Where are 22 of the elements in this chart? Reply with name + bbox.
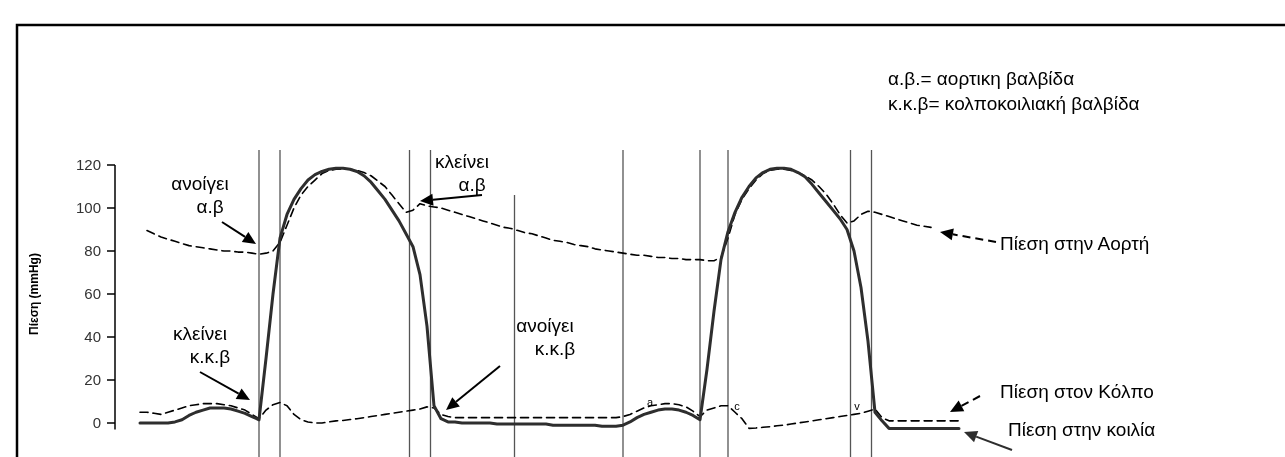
legend-label: Πίεση στην κοιλία — [1008, 419, 1156, 440]
line-series — [146, 168, 932, 262]
y-axis-title: Πίεση (mmHg) — [27, 253, 41, 335]
annotation: κλείνει κ.κ.β — [173, 323, 231, 367]
line-series — [138, 166, 961, 430]
annotation: ανοίγει α.β — [171, 173, 229, 217]
y-tick-label: 60 — [84, 285, 101, 303]
y-tick-label: 40 — [84, 328, 101, 346]
annotation: v — [854, 400, 861, 412]
y-tick-label: 0 — [92, 414, 101, 432]
annotation: κλείνει α.β — [435, 151, 489, 195]
y-tick-label: 80 — [84, 242, 101, 260]
y-tick-label: 120 — [75, 156, 101, 174]
line-series — [139, 401, 960, 430]
annotation: ανοίγει κ.κ.β — [516, 315, 576, 359]
legend-label: Πίεση στην Αορτή — [1000, 233, 1150, 254]
text: κ.κ.β= κολποκοιλιακή βαλβίδα — [888, 93, 1140, 114]
text: α.β.= αορτικη βαλβίδα — [888, 68, 1075, 89]
y-tick-label: 100 — [75, 199, 101, 217]
legend-label: Πίεση στον Κόλπο — [1000, 381, 1154, 402]
annotation: c — [734, 400, 741, 412]
y-tick-label: 20 — [84, 371, 101, 389]
